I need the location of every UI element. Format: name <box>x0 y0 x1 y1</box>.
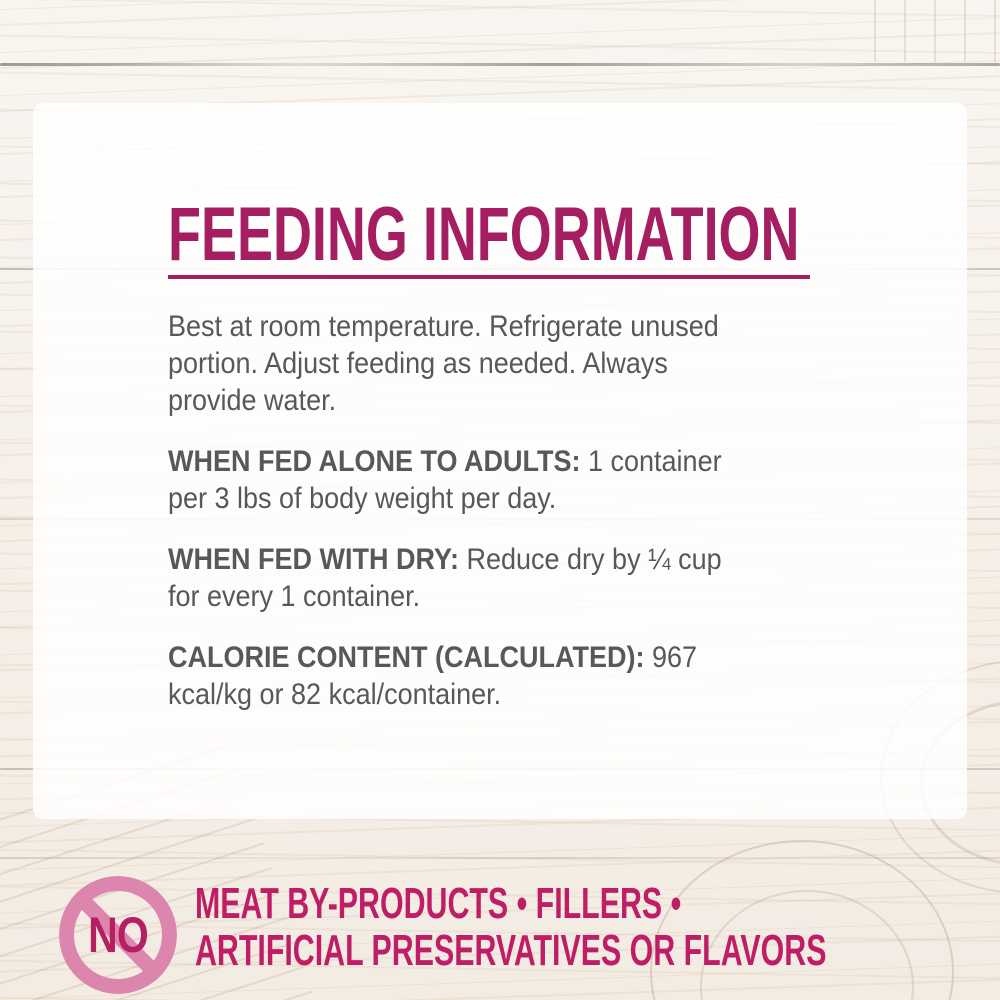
title-underline <box>168 275 810 279</box>
wood-grain-streaks <box>860 0 1000 62</box>
plank-seam <box>0 63 1000 66</box>
calorie-line: kcal/kg or 82 kcal/container. <box>168 678 502 711</box>
plank-seam <box>0 857 1000 859</box>
intro-line: portion. Adjust feeding as needed. Alway… <box>168 347 668 380</box>
fed-alone-paragraph: WHEN FED ALONE TO ADULTS: 1 container pe… <box>168 443 816 517</box>
page-title: FEEDING INFORMATION <box>168 192 800 277</box>
fed-with-dry-line: for every 1 container. <box>168 580 421 613</box>
feeding-body-text: Best at room temperature. Refrigerate un… <box>168 308 816 737</box>
no-symbol-icon: NO <box>59 876 177 994</box>
calorie-value: 967 <box>651 641 698 674</box>
calorie-line: CALORIE CONTENT (CALCULATED): 967 <box>168 639 816 676</box>
no-symbol-label: NO <box>88 907 149 963</box>
no-claims-banner: MEAT BY-PRODUCTS • FILLERS • ARTIFICIAL … <box>195 880 1000 974</box>
intro-line: provide water. <box>168 384 337 417</box>
fed-with-dry-line: WHEN FED WITH DRY: Reduce dry by ¼ cup <box>168 541 816 578</box>
fed-with-dry-paragraph: WHEN FED WITH DRY: Reduce dry by ¼ cup f… <box>168 541 816 615</box>
calorie-label: CALORIE CONTENT (CALCULATED): <box>168 641 645 674</box>
claims-line-1: MEAT BY-PRODUCTS • FILLERS • <box>195 879 682 928</box>
fed-alone-line: WHEN FED ALONE TO ADULTS: 1 container <box>168 443 816 480</box>
fed-with-dry-value: Reduce dry by ¼ cup <box>466 543 722 576</box>
fed-alone-label: WHEN FED ALONE TO ADULTS: <box>168 445 581 478</box>
fed-alone-line: per 3 lbs of body weight per day. <box>168 482 557 515</box>
calorie-paragraph: CALORIE CONTENT (CALCULATED): 967 kcal/k… <box>168 639 816 713</box>
intro-paragraph: Best at room temperature. Refrigerate un… <box>168 308 816 419</box>
intro-line: Best at room temperature. Refrigerate un… <box>168 310 719 343</box>
feeding-info-panel: FEEDING INFORMATION Best at room tempera… <box>33 103 967 819</box>
fed-alone-value: 1 container <box>587 445 722 478</box>
fed-with-dry-label: WHEN FED WITH DRY: <box>168 543 459 576</box>
claims-line-2: ARTIFICIAL PRESERVATIVES OR FLAVORS <box>195 926 827 975</box>
